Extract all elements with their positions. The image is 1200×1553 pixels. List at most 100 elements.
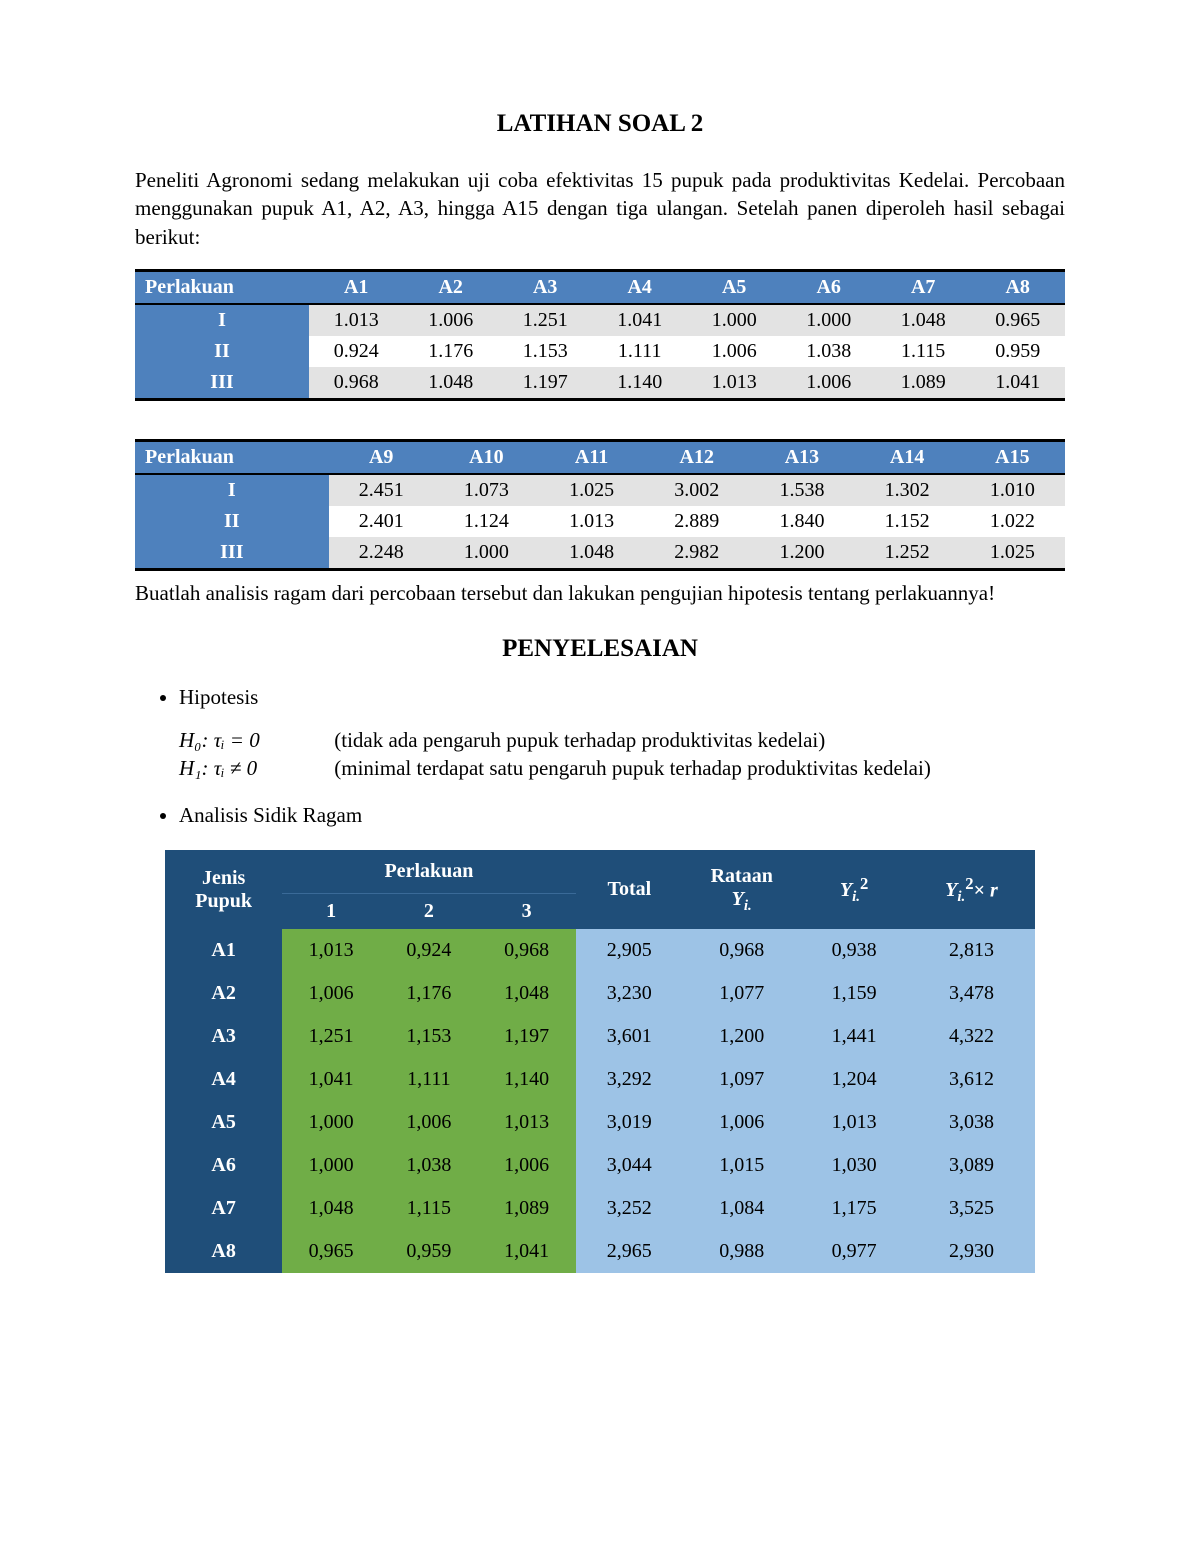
cell: 3,230	[576, 972, 684, 1015]
h0-math: H₀: τᵢ = 0	[179, 728, 329, 753]
cell: 1.000	[781, 304, 876, 336]
cell: 1,013	[282, 929, 380, 972]
cell: 1,006	[478, 1144, 576, 1187]
cell: 1,013	[800, 1101, 908, 1144]
cell: 0.965	[970, 304, 1065, 336]
row-header: A8	[165, 1230, 282, 1273]
page-title: LATIHAN SOAL 2	[135, 110, 1065, 138]
cell: 0,988	[683, 1230, 800, 1273]
cell: 0,938	[800, 929, 908, 972]
cell: 1,159	[800, 972, 908, 1015]
cell: 0.924	[309, 336, 404, 367]
table-row: A61,0001,0381,0063,0441,0151,0303,089	[165, 1144, 1035, 1187]
cell: 0,959	[380, 1230, 478, 1273]
table-row: III0.9681.0481.1971.1401.0131.0061.0891.…	[135, 367, 1065, 400]
bullet-list-2: Analisis Sidik Ragam	[135, 803, 1065, 828]
row-header: I	[135, 474, 329, 506]
cell: 1,251	[282, 1015, 380, 1058]
cell: 1,097	[683, 1058, 800, 1101]
table-row: III2.2481.0001.0482.9821.2001.2521.025	[135, 537, 1065, 570]
col-header: A10	[434, 441, 539, 475]
cell: 1,089	[478, 1187, 576, 1230]
cell: 1.041	[592, 304, 687, 336]
cell: 3,089	[908, 1144, 1035, 1187]
data-table-1: PerlakuanA1A2A3A4A5A6A7A8 I1.0131.0061.2…	[135, 269, 1065, 401]
cell: 2,813	[908, 929, 1035, 972]
cell: 1,077	[683, 972, 800, 1015]
cell: 2.248	[329, 537, 434, 570]
row-header: III	[135, 367, 309, 400]
col-header: A4	[592, 271, 687, 305]
table-row: A71,0481,1151,0893,2521,0841,1753,525	[165, 1187, 1035, 1230]
cell: 1.041	[970, 367, 1065, 400]
h0-text: (tidak ada pengaruh pupuk terhadap produ…	[334, 728, 825, 752]
cell: 1.013	[309, 304, 404, 336]
cell: 1,111	[380, 1058, 478, 1101]
cell: 3,038	[908, 1101, 1035, 1144]
row-header: II	[135, 506, 329, 537]
instruction-paragraph: Buatlah analisis ragam dari percobaan te…	[135, 579, 1065, 607]
cell: 0.968	[309, 367, 404, 400]
cell: 1.200	[749, 537, 854, 570]
hypothesis-h1: H₁: τᵢ ≠ 0 (minimal terdapat satu pengar…	[135, 756, 1065, 781]
h1-text: (minimal terdapat satu pengaruh pupuk te…	[334, 756, 931, 780]
intro-paragraph: Peneliti Agronomi sedang melakukan uji c…	[135, 166, 1065, 251]
table-row: A41,0411,1111,1403,2921,0971,2043,612	[165, 1058, 1035, 1101]
cell: 0,977	[800, 1230, 908, 1273]
cell: 3,252	[576, 1187, 684, 1230]
col-header: A2	[403, 271, 498, 305]
solution-title: PENYELESAIAN	[135, 635, 1065, 663]
cell: 1.048	[876, 304, 971, 336]
hypothesis-h0: H₀: τᵢ = 0 (tidak ada pengaruh pupuk ter…	[135, 728, 1065, 753]
table-row: A51,0001,0061,0133,0191,0061,0133,038	[165, 1101, 1035, 1144]
cell: 1.176	[403, 336, 498, 367]
cell: 1,015	[683, 1144, 800, 1187]
cell: 1,048	[282, 1187, 380, 1230]
cell: 1.251	[498, 304, 593, 336]
cell: 1.140	[592, 367, 687, 400]
cell: 3,612	[908, 1058, 1035, 1101]
cell: 1,200	[683, 1015, 800, 1058]
row-header: III	[135, 537, 329, 570]
cell: 3,601	[576, 1015, 684, 1058]
cell: 1,441	[800, 1015, 908, 1058]
cell: 1.302	[855, 474, 960, 506]
col-header: A8	[970, 271, 1065, 305]
row-header: A2	[165, 972, 282, 1015]
cell: 2,930	[908, 1230, 1035, 1273]
cell: 1,000	[282, 1144, 380, 1187]
col-header: A7	[876, 271, 971, 305]
col-header: A11	[539, 441, 644, 475]
cell: 1,006	[282, 972, 380, 1015]
cell: 1.111	[592, 336, 687, 367]
cell: 1,041	[478, 1230, 576, 1273]
cell: 1,000	[282, 1101, 380, 1144]
h1-math: H₁: τᵢ ≠ 0	[179, 756, 329, 781]
col-header: A5	[687, 271, 782, 305]
cell: 1.089	[876, 367, 971, 400]
cell: 1.538	[749, 474, 854, 506]
cell: 1.048	[403, 367, 498, 400]
page: LATIHAN SOAL 2 Peneliti Agronomi sedang …	[0, 0, 1200, 1553]
row-header: II	[135, 336, 309, 367]
col-header: Total	[576, 850, 684, 929]
cell: 1.006	[687, 336, 782, 367]
row-header: A7	[165, 1187, 282, 1230]
cell: 1.025	[960, 537, 1065, 570]
col-header: A3	[498, 271, 593, 305]
cell: 0,924	[380, 929, 478, 972]
data-table-2: PerlakuanA9A10A11A12A13A14A15 I2.4511.07…	[135, 439, 1065, 571]
cell: 1.124	[434, 506, 539, 537]
cell: 1.025	[539, 474, 644, 506]
anova-table: Jenis PupukPerlakuanTotalRataanYi.Yi.2Yi…	[165, 850, 1035, 1273]
cell: 1.840	[749, 506, 854, 537]
cell: 3,525	[908, 1187, 1035, 1230]
col-header: A12	[644, 441, 749, 475]
cell: 1,041	[282, 1058, 380, 1101]
cell: 1.153	[498, 336, 593, 367]
cell: 1,084	[683, 1187, 800, 1230]
col-header: Yi.2	[800, 850, 908, 929]
cell: 1.252	[855, 537, 960, 570]
cell: 2.451	[329, 474, 434, 506]
cell: 1.022	[960, 506, 1065, 537]
